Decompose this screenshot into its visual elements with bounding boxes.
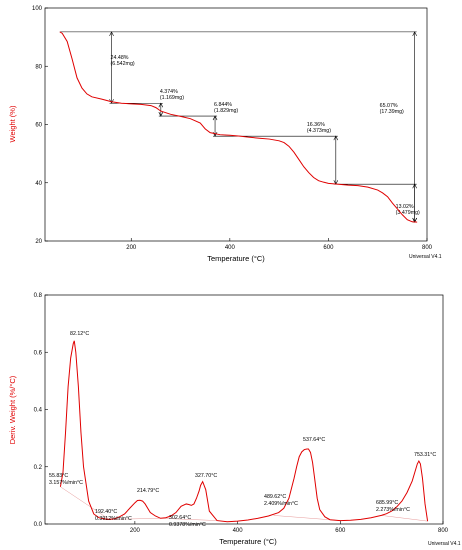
tga-watermark: Universal V4.1 (409, 254, 442, 260)
x-tick-label: 800 (438, 528, 449, 534)
dtg-baseline (160, 518, 218, 521)
dtg-chart: 0.0 0.2 0.4 0.6 0.8 200 400 600 800 Deriv. Weig… (8, 293, 461, 547)
tga-loss-percent-label: 6.844% (214, 102, 232, 108)
tga-arrow-head (333, 135, 339, 141)
dtg-onset-label: 489.62°C (264, 494, 286, 500)
tga-annotations: 24.48%(6.542mg) 4.374%(1.169mg) 6.844%(1.8… (59, 31, 420, 223)
tga-loss-mass-label: (17.39mg) (380, 109, 404, 115)
dtg-onset-rate-label: 3.157%/min°C (49, 480, 83, 486)
dtg-peak-label: 214.79°C (137, 488, 159, 494)
dtg-x-axis: 200 400 600 800 (130, 521, 449, 534)
tga-loss-mass-label: (4.373mg) (307, 128, 331, 134)
y-tick-label: 0.2 (34, 465, 43, 471)
tga-loss-percent-label: 16.36% (307, 122, 325, 128)
dtg-onset-label: 192.40°C (95, 509, 117, 515)
x-tick-label: 400 (233, 528, 244, 534)
tga-loss-percent-label: 65.07% (380, 103, 398, 109)
tga-loss-mass-label: (6.542mg) (111, 61, 135, 67)
y-tick-label: 0.8 (34, 293, 43, 299)
tga-arrow-head (109, 99, 114, 104)
dtg-baseline (60, 486, 110, 520)
y-tick-label: 0.0 (34, 522, 43, 528)
tga-arrow-head (109, 31, 114, 37)
tga-chart: 20 40 60 80 100 200 400 600 800 24.48%(6.542mg)… (8, 6, 442, 263)
dtg-baseline (381, 515, 428, 522)
dtg-peak-label: 327.70°C (195, 473, 217, 479)
y-tick-label: 60 (35, 123, 42, 129)
dtg-peak-label: 753.31°C (414, 452, 436, 458)
x-tick-label: 200 (126, 245, 137, 251)
tga-x-axis-label: Temperature (°C) (207, 254, 265, 263)
dtg-onset-label: 685.99°C (376, 500, 398, 506)
tga-loss-percent-label: 13.02% (396, 204, 414, 210)
tga-loss-percent-label: 24.48% (111, 55, 129, 61)
dtg-onset-label: 55.83°C (49, 473, 68, 479)
y-tick-label: 40 (35, 181, 42, 187)
dtg-derivative-curve (59, 340, 429, 523)
dtg-onset-rate-label: 0.3912%/min°C (95, 516, 132, 522)
tga-loss-mass-label: (3.479mg) (396, 210, 420, 216)
y-tick-label: 100 (32, 6, 43, 12)
y-tick-label: 0.6 (34, 350, 43, 356)
dtg-onset-label: 302.64°C (169, 515, 191, 521)
tga-arrow-head (158, 111, 164, 117)
x-tick-label: 600 (323, 245, 334, 251)
dtg-baseline (109, 518, 161, 520)
tga-plot-frame (44, 7, 428, 242)
tga-arrow-head (158, 102, 164, 108)
tga-x-axis: 200 400 600 800 (126, 238, 433, 251)
tga-weight-curve (59, 31, 418, 223)
x-tick-label: 800 (422, 245, 433, 251)
tga-y-axis-label: Weight (%) (8, 105, 17, 142)
dtg-onset-rate-label: 0.9378%/min°C (169, 522, 206, 528)
y-tick-label: 80 (35, 64, 42, 70)
dtg-y-axis: 0.0 0.2 0.4 0.6 0.8 (34, 293, 48, 528)
x-tick-label: 600 (335, 528, 346, 534)
dtg-watermark: Universal V4.1 (428, 541, 461, 547)
y-tick-label: 0.4 (34, 408, 43, 414)
dtg-peak-label: 537.64°C (303, 437, 325, 443)
x-tick-label: 200 (130, 528, 141, 534)
x-tick-label: 400 (225, 245, 236, 251)
tga-arrow-head (212, 115, 218, 121)
tga-loss-mass-label: (1.169mg) (160, 95, 184, 101)
dtg-x-axis-label: Temperature (°C) (219, 537, 277, 546)
tga-arrow-head (412, 31, 417, 37)
tga-loss-percent-label: 4.374% (160, 89, 178, 95)
dtg-peak-label: 82.12°C (70, 331, 89, 337)
tga-loss-mass-label: (1.829mg) (214, 108, 238, 114)
y-tick-label: 20 (35, 239, 42, 245)
dtg-plot-frame (44, 294, 444, 525)
dtg-onset-rate-label: 2.409%/min°C (264, 501, 298, 507)
tga-y-axis: 20 40 60 80 100 (32, 6, 48, 245)
dtg-y-axis-label: Deriv. Weight (%/°C) (8, 375, 17, 444)
dtg-onset-rate-label: 2.273%/min°C (376, 507, 410, 513)
